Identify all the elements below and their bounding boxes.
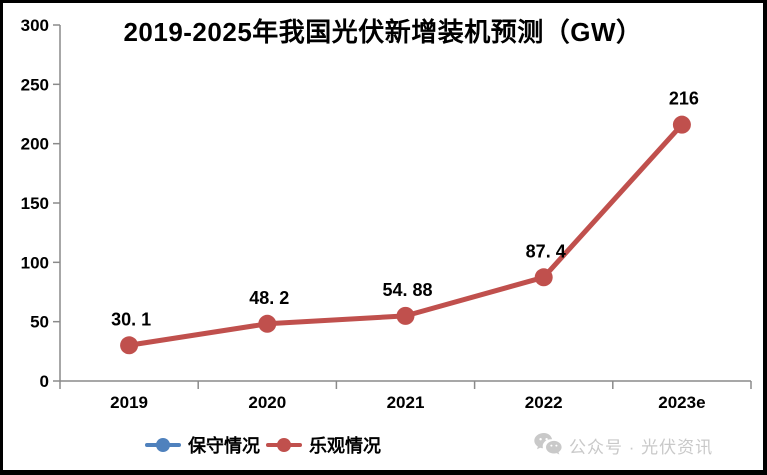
legend: 保守情况 乐观情况 bbox=[3, 432, 523, 458]
svg-text:2021: 2021 bbox=[387, 393, 425, 412]
legend-label-optimistic: 乐观情况 bbox=[309, 436, 381, 456]
svg-text:87. 4: 87. 4 bbox=[526, 241, 566, 261]
svg-text:2019: 2019 bbox=[110, 393, 148, 412]
svg-text:2023e: 2023e bbox=[658, 393, 705, 412]
svg-text:200: 200 bbox=[21, 135, 49, 154]
legend-item-optimistic[interactable]: 乐观情况 bbox=[266, 432, 381, 458]
svg-text:250: 250 bbox=[21, 75, 49, 94]
svg-text:150: 150 bbox=[21, 194, 49, 213]
line-dot-marker-icon bbox=[145, 438, 181, 452]
svg-text:54. 88: 54. 88 bbox=[382, 280, 432, 300]
svg-text:2022: 2022 bbox=[525, 393, 563, 412]
wechat-icon bbox=[534, 433, 562, 455]
svg-text:300: 300 bbox=[21, 16, 49, 35]
legend-item-conservative[interactable]: 保守情况 bbox=[145, 432, 260, 458]
svg-text:30. 1: 30. 1 bbox=[111, 309, 151, 329]
svg-text:0: 0 bbox=[40, 372, 49, 391]
svg-text:216: 216 bbox=[669, 89, 699, 109]
svg-text:100: 100 bbox=[21, 253, 49, 272]
watermark: 公众号 · 光伏资讯 bbox=[533, 432, 713, 458]
chart-title: 2019-2025年我国光伏新增装机预测（GW） bbox=[123, 17, 643, 47]
svg-text:48. 2: 48. 2 bbox=[249, 288, 289, 308]
line-dot-marker-icon bbox=[266, 438, 302, 452]
legend-label-conservative: 保守情况 bbox=[188, 436, 260, 456]
svg-text:50: 50 bbox=[30, 313, 49, 332]
watermark-text: 公众号 · 光伏资讯 bbox=[569, 437, 714, 457]
line-chart-plot: 0 50 100 150 200 250 300 2019 2020 2021 2022 2023e 3… bbox=[21, 16, 752, 412]
svg-text:2020: 2020 bbox=[248, 393, 286, 412]
